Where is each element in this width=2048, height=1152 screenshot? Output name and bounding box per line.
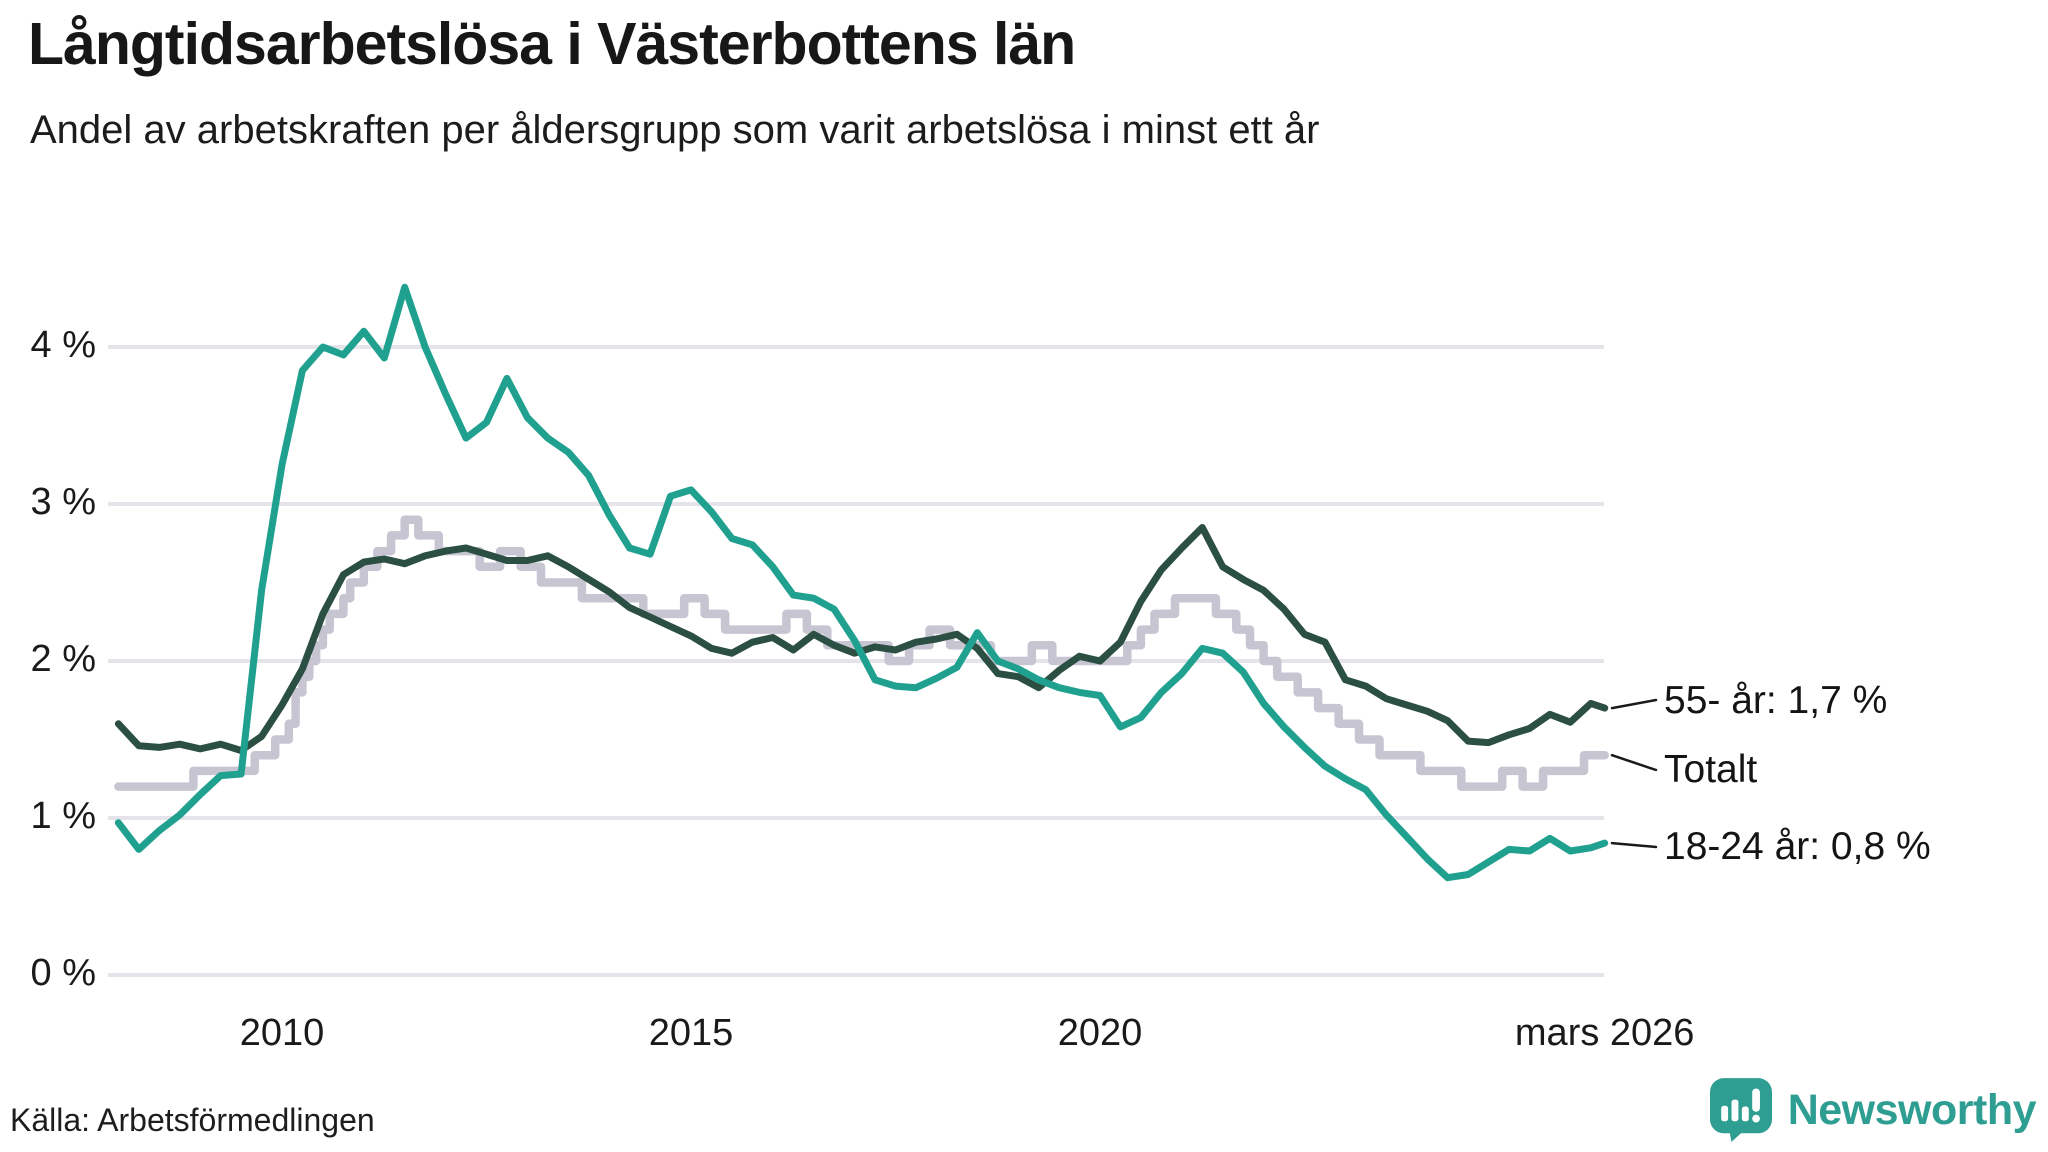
x-axis-tick-mars-2026: mars 2026 — [1514, 1012, 1695, 1054]
series-label-18-24: 18-24 år: 0,8 % — [1664, 825, 1931, 868]
newsworthy-logo: Newsworthy — [1709, 1078, 2037, 1142]
series-label-totalt: Totalt — [1664, 748, 1758, 791]
x-axis-tick-2020: 2020 — [1057, 1012, 1143, 1054]
source-attribution: Källa: Arbetsförmedlingen — [10, 1102, 375, 1138]
series-line-55-r — [114, 524, 1609, 754]
label-connector-18-24 — [1610, 841, 1658, 849]
y-axis-tick-1: 1 % — [30, 795, 96, 837]
y-axis-tick-0: 0 % — [30, 952, 96, 994]
chart-subtitle: Andel av arbetskraften per åldersgrupp s… — [30, 108, 1320, 152]
label-connector-totalt — [1610, 753, 1658, 772]
x-axis-tick-2015: 2015 — [648, 1012, 734, 1054]
series-line-18-24-r — [114, 283, 1609, 882]
series-line-totalt — [114, 515, 1609, 791]
chart-title: Långtidsarbetslösa i Västerbottens län — [28, 11, 1076, 77]
y-axis-tick-2: 2 % — [30, 638, 96, 680]
newsworthy-logo-text: Newsworthy — [1787, 1085, 2037, 1134]
x-axis-tick-2010: 2010 — [239, 1012, 325, 1054]
newsworthy-logo-icon — [1709, 1078, 1772, 1142]
y-axis-tick-3: 3 % — [30, 481, 96, 523]
label-connector-55-plus — [1610, 698, 1658, 710]
y-axis-tick-4: 4 % — [30, 324, 96, 366]
series-label-55-plus: 55- år: 1,7 % — [1664, 679, 1888, 722]
